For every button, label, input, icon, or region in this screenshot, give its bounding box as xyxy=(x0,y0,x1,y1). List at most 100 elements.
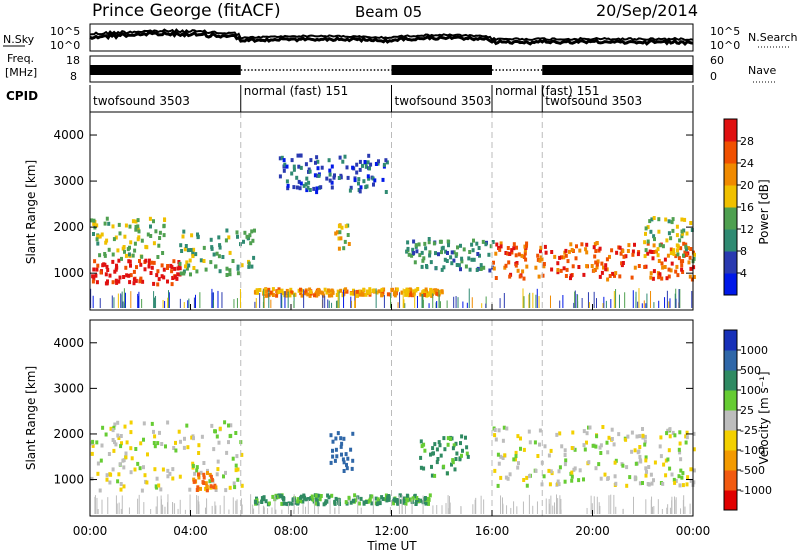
data-cell xyxy=(514,454,518,459)
data-cell xyxy=(540,257,544,262)
data-cell xyxy=(675,233,679,238)
data-cell xyxy=(299,287,302,292)
data-cell xyxy=(156,282,160,287)
data-cell xyxy=(134,278,138,283)
data-cell xyxy=(685,231,689,236)
data-cell xyxy=(342,469,346,473)
data-cell xyxy=(512,242,516,247)
data-cell xyxy=(180,249,184,253)
noise-tick-right-top: 10^5 xyxy=(710,25,740,38)
data-cell xyxy=(358,289,362,294)
data-cell xyxy=(318,497,322,502)
data-cell xyxy=(633,448,637,453)
data-cell xyxy=(325,176,329,181)
data-cell xyxy=(517,252,521,257)
data-cell xyxy=(96,263,100,268)
data-cell xyxy=(218,269,222,274)
data-cell xyxy=(564,458,568,463)
data-cell xyxy=(117,436,121,440)
data-cell xyxy=(210,477,214,482)
data-cell xyxy=(611,271,615,276)
data-cell xyxy=(663,265,667,269)
data-cell xyxy=(213,429,217,434)
data-cell xyxy=(459,267,462,272)
data-cell xyxy=(209,260,213,265)
data-cell xyxy=(409,497,413,502)
data-cell xyxy=(122,465,126,470)
data-cell xyxy=(582,443,586,448)
data-cell xyxy=(105,238,109,243)
data-cell xyxy=(299,181,303,186)
data-cell xyxy=(113,440,116,445)
data-cell xyxy=(644,231,647,236)
x-tick-label: 00:00 xyxy=(676,524,711,538)
data-cell xyxy=(149,224,152,229)
data-cell xyxy=(610,437,614,441)
data-cell xyxy=(336,289,340,294)
data-cell xyxy=(678,430,682,435)
data-cell xyxy=(95,280,99,285)
data-cell xyxy=(170,282,174,287)
colorbar-tick-label: 4 xyxy=(740,267,747,280)
freq-band xyxy=(90,65,241,75)
data-cell xyxy=(179,439,182,444)
data-cell xyxy=(622,254,626,259)
data-cell xyxy=(648,219,652,224)
data-cell xyxy=(366,174,370,179)
data-cell xyxy=(684,434,688,439)
power-colorbar: 4 8 12 16 20 24 28 xyxy=(723,118,754,296)
data-cell xyxy=(90,451,94,456)
data-cell xyxy=(668,434,672,439)
power-panel xyxy=(90,112,696,310)
data-cell xyxy=(684,440,688,445)
data-cell xyxy=(584,247,588,252)
data-cell xyxy=(680,234,684,239)
data-cell xyxy=(381,497,385,501)
data-cell xyxy=(299,495,303,500)
data-cell xyxy=(470,257,474,262)
data-cell xyxy=(129,446,133,451)
data-cell xyxy=(370,501,374,506)
data-cell xyxy=(447,243,450,248)
data-cell xyxy=(549,469,553,474)
data-cell xyxy=(472,257,476,262)
data-cell xyxy=(103,262,107,267)
data-cell xyxy=(395,287,399,292)
data-cell xyxy=(465,445,469,450)
data-cell xyxy=(585,264,589,269)
data-cell xyxy=(156,269,160,274)
data-cell xyxy=(117,258,121,263)
data-cell xyxy=(690,228,694,232)
data-cell xyxy=(202,245,206,250)
data-cell xyxy=(149,271,153,275)
data-cell xyxy=(536,257,540,262)
data-cell xyxy=(533,440,537,445)
data-cell xyxy=(95,267,99,272)
data-cell xyxy=(499,475,503,480)
data-cell xyxy=(181,234,185,239)
data-cell xyxy=(209,484,213,489)
data-cell xyxy=(516,268,520,273)
data-cell xyxy=(306,185,310,190)
data-cell xyxy=(686,246,690,251)
data-cell xyxy=(437,252,440,257)
data-cell xyxy=(556,268,560,272)
data-cell xyxy=(522,276,526,281)
data-cell xyxy=(608,254,611,259)
data-cell xyxy=(152,441,156,445)
data-cell xyxy=(315,290,319,295)
data-cell xyxy=(680,263,684,268)
data-cell xyxy=(677,447,681,452)
data-cell xyxy=(681,259,685,264)
data-cell xyxy=(177,429,181,434)
data-cell xyxy=(122,458,126,463)
data-cell xyxy=(214,264,218,269)
data-cell xyxy=(357,177,361,182)
data-cell xyxy=(134,447,138,451)
data-cell xyxy=(341,457,345,462)
data-cell xyxy=(195,488,199,492)
data-cell xyxy=(163,218,167,222)
data-cell xyxy=(96,461,100,466)
data-cell xyxy=(250,264,254,269)
data-cell xyxy=(358,159,362,164)
